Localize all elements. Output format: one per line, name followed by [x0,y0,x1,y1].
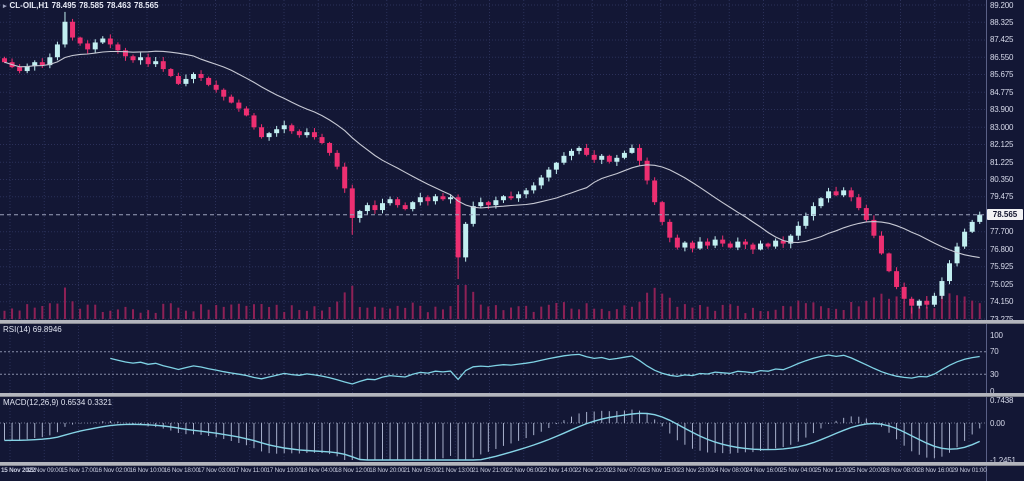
rsi-panel-canvas[interactable] [0,323,986,393]
time-axis-label: 24 Nov 16:00 [745,467,782,474]
price-axis[interactable]: 78.565 89.200 88.325 87.425 86.550 85.675 84.… [986,0,1024,481]
price-axis-label: 75.925 [990,262,1014,272]
macd-axis-label: -1.2451 [990,455,1016,465]
rsi-axis-label: 70 [990,347,999,357]
time-axis-label: 17 Nov 11:00 [232,467,268,474]
macd-axis-label: 0.00 [990,418,1005,428]
time-axis-label: 16 Nov 10:00 [129,467,165,474]
rsi-grid [0,323,986,393]
price-axis-label: 83.000 [990,122,1014,132]
time-axis-label: 25 Nov 20:00 [848,467,884,474]
time-axis-label: 21 Nov 21:00 [471,467,508,474]
rsi-axis-label: 0 [990,386,995,396]
macd-grid [0,396,986,462]
price-axis-label: 89.200 [990,0,1014,10]
price-axis-label: 88.325 [990,17,1014,27]
volume-histogram [3,285,981,319]
price-axis-label: 77.700 [990,227,1014,237]
rsi-axis-label: 30 [990,369,999,379]
rsi-axis-label: 100 [990,330,1003,340]
low-value: 78.463 [106,1,132,10]
rsi-line [110,353,980,385]
rsi-indicator-label: RSI(14) 69.8946 [3,325,62,334]
panel-separator-rsi-macd[interactable] [0,393,1024,397]
price-axis-label: 75.025 [990,279,1014,289]
macd-panel-canvas[interactable] [0,396,986,462]
main-chart-canvas[interactable] [0,0,986,321]
price-axis-label: 79.475 [990,192,1014,202]
time-axis-label: 15 Nov 09:00 [26,467,62,474]
time-axis-label: 15 Nov 2022 [1,467,36,474]
one-click-trading-icon[interactable]: ▸ [3,3,7,10]
macd-axis-label: 0.7438 [990,395,1014,405]
macd-indicator-label: MACD(12,26,9) 0.6534 0.3321 [3,398,112,407]
time-axis-label: 24 Nov 08:00 [711,467,747,474]
open-value: 78.495 [51,1,77,10]
price-axis-label: 87.425 [990,35,1014,45]
price-axis-label: 74.150 [990,297,1014,307]
time-axis-label: 21 Nov 13:00 [437,467,473,474]
price-axis-label: 80.350 [990,174,1014,184]
time-axis-label: 28 Nov 16:00 [917,467,953,474]
time-axis-label: 23 Nov 23:00 [677,467,713,474]
price-axis-label: 81.225 [990,157,1014,167]
time-axis-label: 22 Nov 06:00 [506,467,542,474]
high-value: 78.585 [79,1,104,10]
time-axis-label: 22 Nov 14:00 [540,467,576,474]
candles-series [2,11,983,314]
price-axis-label: 73.275 [990,314,1014,324]
price-axis-label: 86.550 [990,52,1014,62]
time-axis-label: 18 Nov 04:00 [300,467,336,474]
time-axis-label: 17 Nov 03:00 [197,467,234,474]
close-value: 78.565 [134,1,159,10]
time-axis-label: 18 Nov 12:00 [334,467,371,474]
main-grid [0,0,986,321]
time-axis[interactable]: 15 Nov 2022 15 Nov 09:00 15 Nov 17:00 16 No… [0,466,1024,481]
current-price-tag: 78.565 [987,209,1023,221]
time-axis-label: 21 Nov 05:00 [403,467,439,474]
time-axis-label: 23 Nov 15:00 [643,467,679,474]
panel-separator-main-rsi[interactable] [0,320,1024,324]
macd-signal-line [4,412,980,461]
price-axis-label: 82.125 [990,140,1014,149]
time-axis-label: 16 Nov 18:00 [163,467,199,474]
moving-average-line [4,50,980,259]
time-axis-label: 22 Nov 22:00 [574,467,610,474]
price-axis-label: 84.775 [990,87,1014,97]
time-axis-label: 25 Nov 04:00 [780,467,816,474]
time-axis-label: 18 Nov 20:00 [369,467,405,474]
time-axis-label: 15 Nov 17:00 [60,467,97,474]
time-axis-label: 28 Nov 08:00 [882,467,919,474]
price-axis-label: 83.900 [990,105,1014,114]
chart-ohlc-title: ▸ CL-OIL,H1 78.495 78.585 78.463 78.565 [3,1,162,10]
time-axis-label: 17 Nov 19:00 [266,467,302,474]
price-axis-label: 76.800 [990,244,1014,254]
time-axis-label: 25 Nov 12:00 [814,467,850,474]
symbol-label: CL-OIL,H1 [9,1,49,10]
price-axis-label: 85.675 [990,70,1014,79]
time-axis-label: 23 Nov 07:00 [608,467,645,474]
panel-separator-macd-timeaxis[interactable] [0,462,1024,466]
time-axis-label: 16 Nov 02:00 [95,467,131,474]
time-axis-label: 29 Nov 01:00 [951,467,987,474]
